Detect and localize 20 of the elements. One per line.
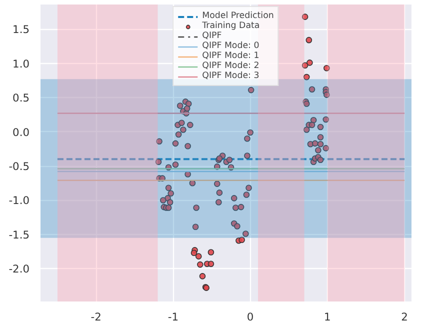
legend-label: Training Data [202,21,260,31]
y-tick-label: -0.5 [8,160,30,173]
y-tick-label: -1.0 [8,194,30,208]
y-tick-label: 1.0 [12,57,30,70]
y-tick-label: 0.5 [12,92,30,105]
legend-label: QIPF Mode: 0 [202,41,260,51]
legend-label: QIPF Mode: 3 [202,71,260,81]
x-tick-label: -2 [90,310,102,323]
y-tick-label: 0.0 [12,126,30,139]
legend-label: Model Prediction [202,11,274,21]
y-tick-label: -1.5 [8,228,30,242]
x-tick-label: 2 [401,310,408,323]
x-tick-label: -1 [168,310,178,323]
legend-label: QIPF Mode: 1 [202,51,260,61]
y-tick-label: 1.5 [12,23,30,36]
y-tick-label: -2.0 [8,262,30,276]
legend-label: QIPF [202,31,222,41]
x-tick-label: 0 [246,310,254,323]
x-tick-label: 1 [324,310,331,323]
legend-label: QIPF Mode: 2 [202,61,260,71]
